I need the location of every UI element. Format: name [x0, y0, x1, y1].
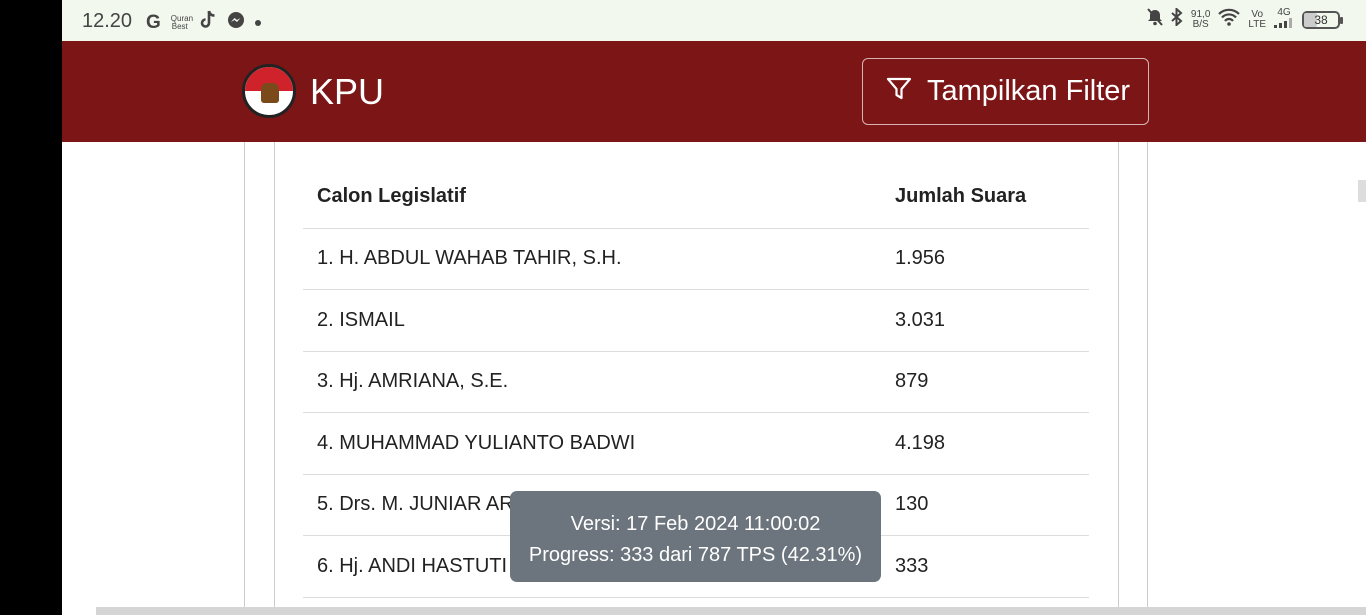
- dot-icon: [254, 19, 261, 26]
- site-header: KPU Tampilkan Filter: [62, 41, 1366, 142]
- candidate-votes: 4.198: [881, 412, 1089, 475]
- table-header-row: Calon Legislatif Jumlah Suara: [303, 166, 1089, 229]
- status-bar: 12.20 G Quran Best 91,0 B/S: [62, 0, 1366, 41]
- table-row: 1. H. ABDUL WAHAB TAHIR, S.H. 1.956: [303, 228, 1089, 290]
- show-filter-label: Tampilkan Filter: [927, 75, 1131, 107]
- quran-best-icon: Quran Best: [170, 13, 194, 31]
- tiktok-icon: [199, 10, 217, 35]
- mute-bell-icon: [1147, 8, 1163, 31]
- notification-icons: G Quran Best: [146, 10, 261, 35]
- network-type: 4G: [1277, 7, 1291, 18]
- outer-card-border: [244, 142, 1148, 615]
- show-filter-button[interactable]: Tampilkan Filter: [862, 58, 1149, 125]
- brand-title[interactable]: KPU: [310, 71, 385, 112]
- table-row: 3. Hj. AMRIANA, S.E. 879: [303, 351, 1089, 413]
- vertical-scrollbar[interactable]: [1358, 180, 1366, 202]
- kpu-logo[interactable]: [242, 64, 296, 118]
- device-black-edge: [0, 0, 62, 615]
- cellular-signal: 4G: [1274, 8, 1294, 31]
- candidate-votes: 3.031: [881, 289, 1089, 352]
- header-votes: Jumlah Suara: [881, 166, 1089, 229]
- horizontal-scrollbar[interactable]: [96, 607, 1366, 615]
- candidate-name: 1. H. ABDUL WAHAB TAHIR, S.H.: [303, 228, 881, 290]
- filter-icon: [885, 75, 913, 108]
- system-status-icons: 91,0 B/S Vo LTE 4G 38: [1147, 6, 1343, 31]
- table-row: 4. MUHAMMAD YULIANTO BADWI 4.198: [303, 412, 1089, 475]
- volte-top: Vo: [1251, 8, 1264, 20]
- candidate-votes: 1.956: [881, 228, 1089, 290]
- version-progress-toast: Versi: 17 Feb 2024 11:00:02 Progress: 33…: [510, 491, 881, 582]
- volte-indicator: Vo LTE: [1248, 8, 1266, 30]
- candidate-votes-table: Calon Legislatif Jumlah Suara 1. H. ABDU…: [303, 166, 1089, 598]
- messenger-icon: [227, 11, 245, 34]
- toast-version: Versi: 17 Feb 2024 11:00:02: [570, 513, 821, 535]
- google-icon: G: [146, 11, 161, 33]
- status-time: 12.20: [82, 10, 133, 32]
- volte-bottom: LTE: [1248, 18, 1266, 30]
- battery-level: 38: [1314, 12, 1328, 27]
- candidate-name: 3. Hj. AMRIANA, S.E.: [303, 351, 881, 413]
- screen: 12.20 G Quran Best 91,0 B/S: [62, 0, 1366, 615]
- network-speed-value: 91,0: [1190, 8, 1211, 20]
- candidate-name: 4. MUHAMMAD YULIANTO BADWI: [303, 412, 881, 475]
- inner-card-border: [274, 142, 1119, 615]
- toast-progress: Progress: 333 dari 787 TPS (42.31%): [528, 544, 863, 566]
- candidate-name: 2. ISMAIL: [303, 289, 881, 352]
- wifi-icon: [1218, 8, 1241, 31]
- network-speed-unit: B/S: [1192, 18, 1209, 30]
- candidate-votes: 879: [881, 351, 1089, 413]
- header-candidate: Calon Legislatif: [303, 166, 881, 229]
- network-speed: 91,0 B/S: [1190, 8, 1211, 30]
- table-row: 2. ISMAIL 3.031: [303, 289, 1089, 352]
- candidate-votes: 333: [881, 535, 1089, 598]
- bluetooth-icon: [1171, 6, 1183, 31]
- battery-icon: 38: [1302, 10, 1343, 29]
- signal-bars-icon: [1274, 18, 1292, 28]
- candidate-votes: 130: [881, 474, 1089, 536]
